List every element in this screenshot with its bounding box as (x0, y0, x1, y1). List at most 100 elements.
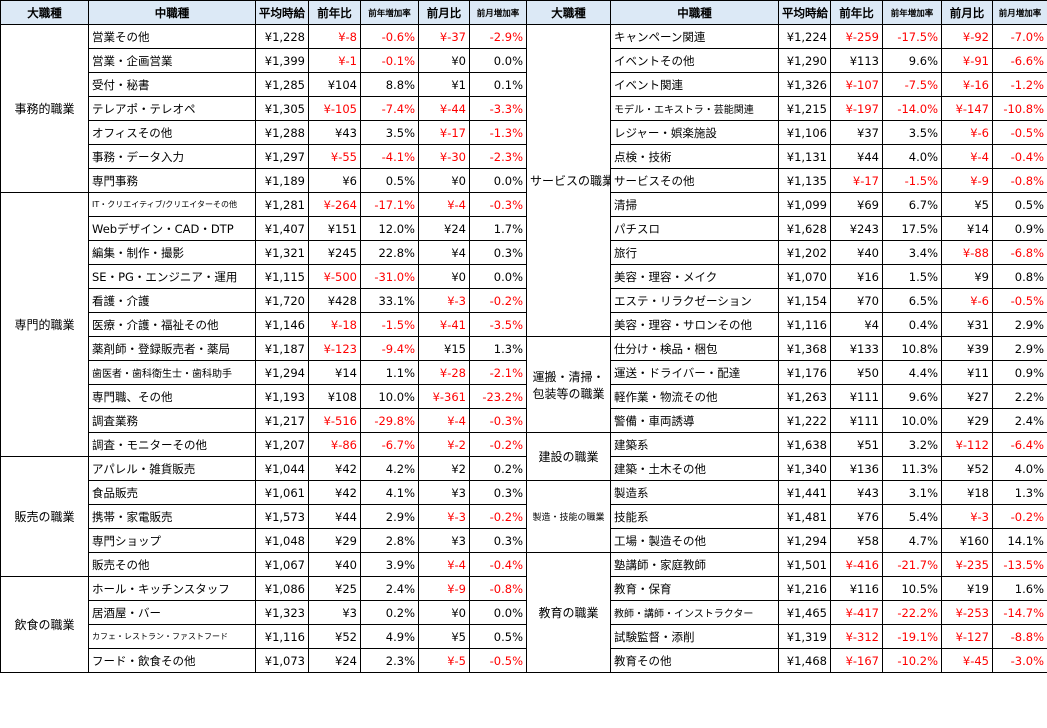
mom-diff-cell: ¥19 (941, 576, 993, 601)
minor-category-cell: 美容・理容・サロンその他 (610, 312, 779, 337)
minor-category-cell: サービスその他 (610, 168, 779, 193)
avg-wage-cell: ¥1,321 (255, 240, 309, 265)
major-category-cell: 製造・技能の職業 (526, 480, 611, 553)
yoy-rate-cell: 8.8% (360, 72, 419, 97)
major-category-cell: サービスの職業 (526, 24, 611, 337)
yoy-diff-cell: ¥-123 (308, 336, 361, 361)
mom-rate-cell: -3.0% (992, 648, 1047, 673)
table-row: 編集・制作・撮影 ¥1,321 ¥245 22.8% ¥4 0.3% 旅行 ¥1,202 ¥40… (1, 240, 1047, 265)
avg-wage-cell: ¥1,048 (255, 528, 309, 553)
yoy-rate-cell: -1.5% (882, 168, 942, 193)
header-minor: 中職種 (610, 0, 779, 25)
mom-rate-cell: 1.3% (469, 336, 527, 361)
table-row: 調査・モニターその他 ¥1,207 ¥-86 -6.7% ¥-2 -0.2% 建設の職業 建築… (1, 432, 1047, 481)
yoy-diff-cell: ¥-105 (308, 96, 361, 121)
header-yoy: 前年比 (308, 0, 361, 25)
minor-category-cell: 工場・製造その他 (610, 528, 779, 553)
yoy-diff-cell: ¥3 (308, 600, 361, 625)
mom-diff-cell: ¥-91 (941, 48, 993, 73)
yoy-diff-cell: ¥104 (308, 72, 361, 97)
header-avg: 平均時給 (255, 0, 309, 25)
yoy-diff-cell: ¥-417 (830, 600, 883, 625)
mom-diff-cell: ¥-4 (418, 408, 470, 433)
yoy-diff-cell: ¥44 (830, 144, 883, 169)
mom-rate-cell: 0.9% (992, 360, 1047, 385)
mom-rate-cell: 0.0% (469, 264, 527, 289)
avg-wage-cell: ¥1,263 (778, 384, 831, 409)
yoy-diff-cell: ¥16 (830, 264, 883, 289)
minor-category-cell: ホール・キッチンスタッフ (88, 576, 256, 601)
mom-diff-cell: ¥-3 (418, 288, 470, 313)
mom-diff-cell: ¥-37 (418, 24, 470, 49)
minor-category-cell: パチスロ (610, 216, 779, 241)
mom-diff-cell: ¥-4 (418, 192, 470, 217)
minor-category-cell: 塾講師・家庭教師 (610, 552, 779, 577)
mom-rate-cell: 2.4% (992, 408, 1047, 433)
mom-rate-cell: 14.1% (992, 528, 1047, 553)
yoy-diff-cell: ¥-55 (308, 144, 361, 169)
mom-rate-cell: -0.2% (469, 432, 527, 457)
table-row: 看護・介護 ¥1,720 ¥428 33.1% ¥-3 -0.2% エステ・リラクゼーション… (1, 288, 1047, 313)
yoy-rate-cell: 4.1% (360, 480, 419, 505)
yoy-diff-cell: ¥51 (830, 432, 883, 457)
avg-wage-cell: ¥1,720 (255, 288, 309, 313)
yoy-rate-cell: 3.5% (882, 120, 942, 145)
yoy-rate-cell: -22.2% (882, 600, 942, 625)
minor-category-cell: 携帯・家電販売 (88, 504, 256, 529)
wage-table: 大職種 中職種 平均時給 前年比 前年増加率 前月比 前月増加率 大職種 中職種… (0, 0, 1047, 673)
mom-diff-cell: ¥-88 (941, 240, 993, 265)
avg-wage-cell: ¥1,407 (255, 216, 309, 241)
table-row: 食品販売 ¥1,061 ¥42 4.1% ¥3 0.3% 製造・技能の職業 製造系 ¥1,441… (1, 480, 1047, 553)
mom-diff-cell: ¥18 (941, 480, 993, 505)
yoy-rate-cell: -31.0% (360, 264, 419, 289)
minor-category-cell: モデル・エキストラ・芸能関連 (610, 96, 779, 121)
avg-wage-cell: ¥1,154 (778, 288, 831, 313)
avg-wage-cell: ¥1,288 (255, 120, 309, 145)
minor-category-cell: 編集・制作・撮影 (88, 240, 256, 265)
table-row: カフェ・レストラン・ファストフード ¥1,116 ¥52 4.9% ¥5 0.5% 試験監督… (1, 624, 1047, 649)
mom-diff-cell: ¥-112 (941, 432, 993, 457)
minor-category-cell: Webデザイン・CAD・DTP (88, 216, 256, 241)
yoy-diff-cell: ¥42 (308, 480, 361, 505)
yoy-diff-cell: ¥37 (830, 120, 883, 145)
yoy-rate-cell: 4.2% (360, 456, 419, 481)
yoy-rate-cell: 0.5% (360, 168, 419, 193)
table-row: 調査業務 ¥1,217 ¥-516 -29.8% ¥-4 -0.3% 警備・車両誘導 ¥1,2… (1, 408, 1047, 433)
minor-category-cell: フード・飲食その他 (88, 648, 256, 673)
yoy-rate-cell: 6.7% (882, 192, 942, 217)
mom-diff-cell: ¥29 (941, 408, 993, 433)
mom-rate-cell: -7.0% (992, 24, 1047, 49)
mom-diff-cell: ¥-4 (941, 144, 993, 169)
avg-wage-cell: ¥1,073 (255, 648, 309, 673)
avg-wage-cell: ¥1,368 (778, 336, 831, 361)
yoy-rate-cell: 2.9% (360, 504, 419, 529)
mom-diff-cell: ¥-44 (418, 96, 470, 121)
yoy-diff-cell: ¥42 (308, 456, 361, 481)
minor-category-cell: カフェ・レストラン・ファストフード (88, 624, 256, 649)
minor-category-cell: 清掃 (610, 192, 779, 217)
mom-rate-cell: 1.7% (469, 216, 527, 241)
yoy-rate-cell: 6.5% (882, 288, 942, 313)
mom-rate-cell: -2.9% (469, 24, 527, 49)
yoy-rate-cell: 17.5% (882, 216, 942, 241)
avg-wage-cell: ¥1,067 (255, 552, 309, 577)
mom-diff-cell: ¥31 (941, 312, 993, 337)
yoy-rate-cell: -7.4% (360, 96, 419, 121)
table-row: 販売その他 ¥1,067 ¥40 3.9% ¥-4 -0.4% 教育の職業 塾講師・家庭教師 ¥… (1, 552, 1047, 673)
yoy-rate-cell: -19.1% (882, 624, 942, 649)
avg-wage-cell: ¥1,202 (778, 240, 831, 265)
avg-wage-cell: ¥1,146 (255, 312, 309, 337)
mom-rate-cell: -1.2% (992, 72, 1047, 97)
avg-wage-cell: ¥1,297 (255, 144, 309, 169)
yoy-rate-cell: 3.2% (882, 432, 942, 457)
minor-category-cell: 試験監督・添削 (610, 624, 779, 649)
yoy-rate-cell: -7.5% (882, 72, 942, 97)
minor-category-cell: 歯医者・歯科衛生士・歯科助手 (88, 360, 256, 385)
yoy-rate-cell: -21.7% (882, 552, 942, 577)
avg-wage-cell: ¥1,228 (255, 24, 309, 49)
mom-diff-cell: ¥-253 (941, 600, 993, 625)
yoy-rate-cell: -1.5% (360, 312, 419, 337)
mom-diff-cell: ¥5 (418, 624, 470, 649)
mom-rate-cell: 0.2% (469, 456, 527, 481)
yoy-rate-cell: 33.1% (360, 288, 419, 313)
